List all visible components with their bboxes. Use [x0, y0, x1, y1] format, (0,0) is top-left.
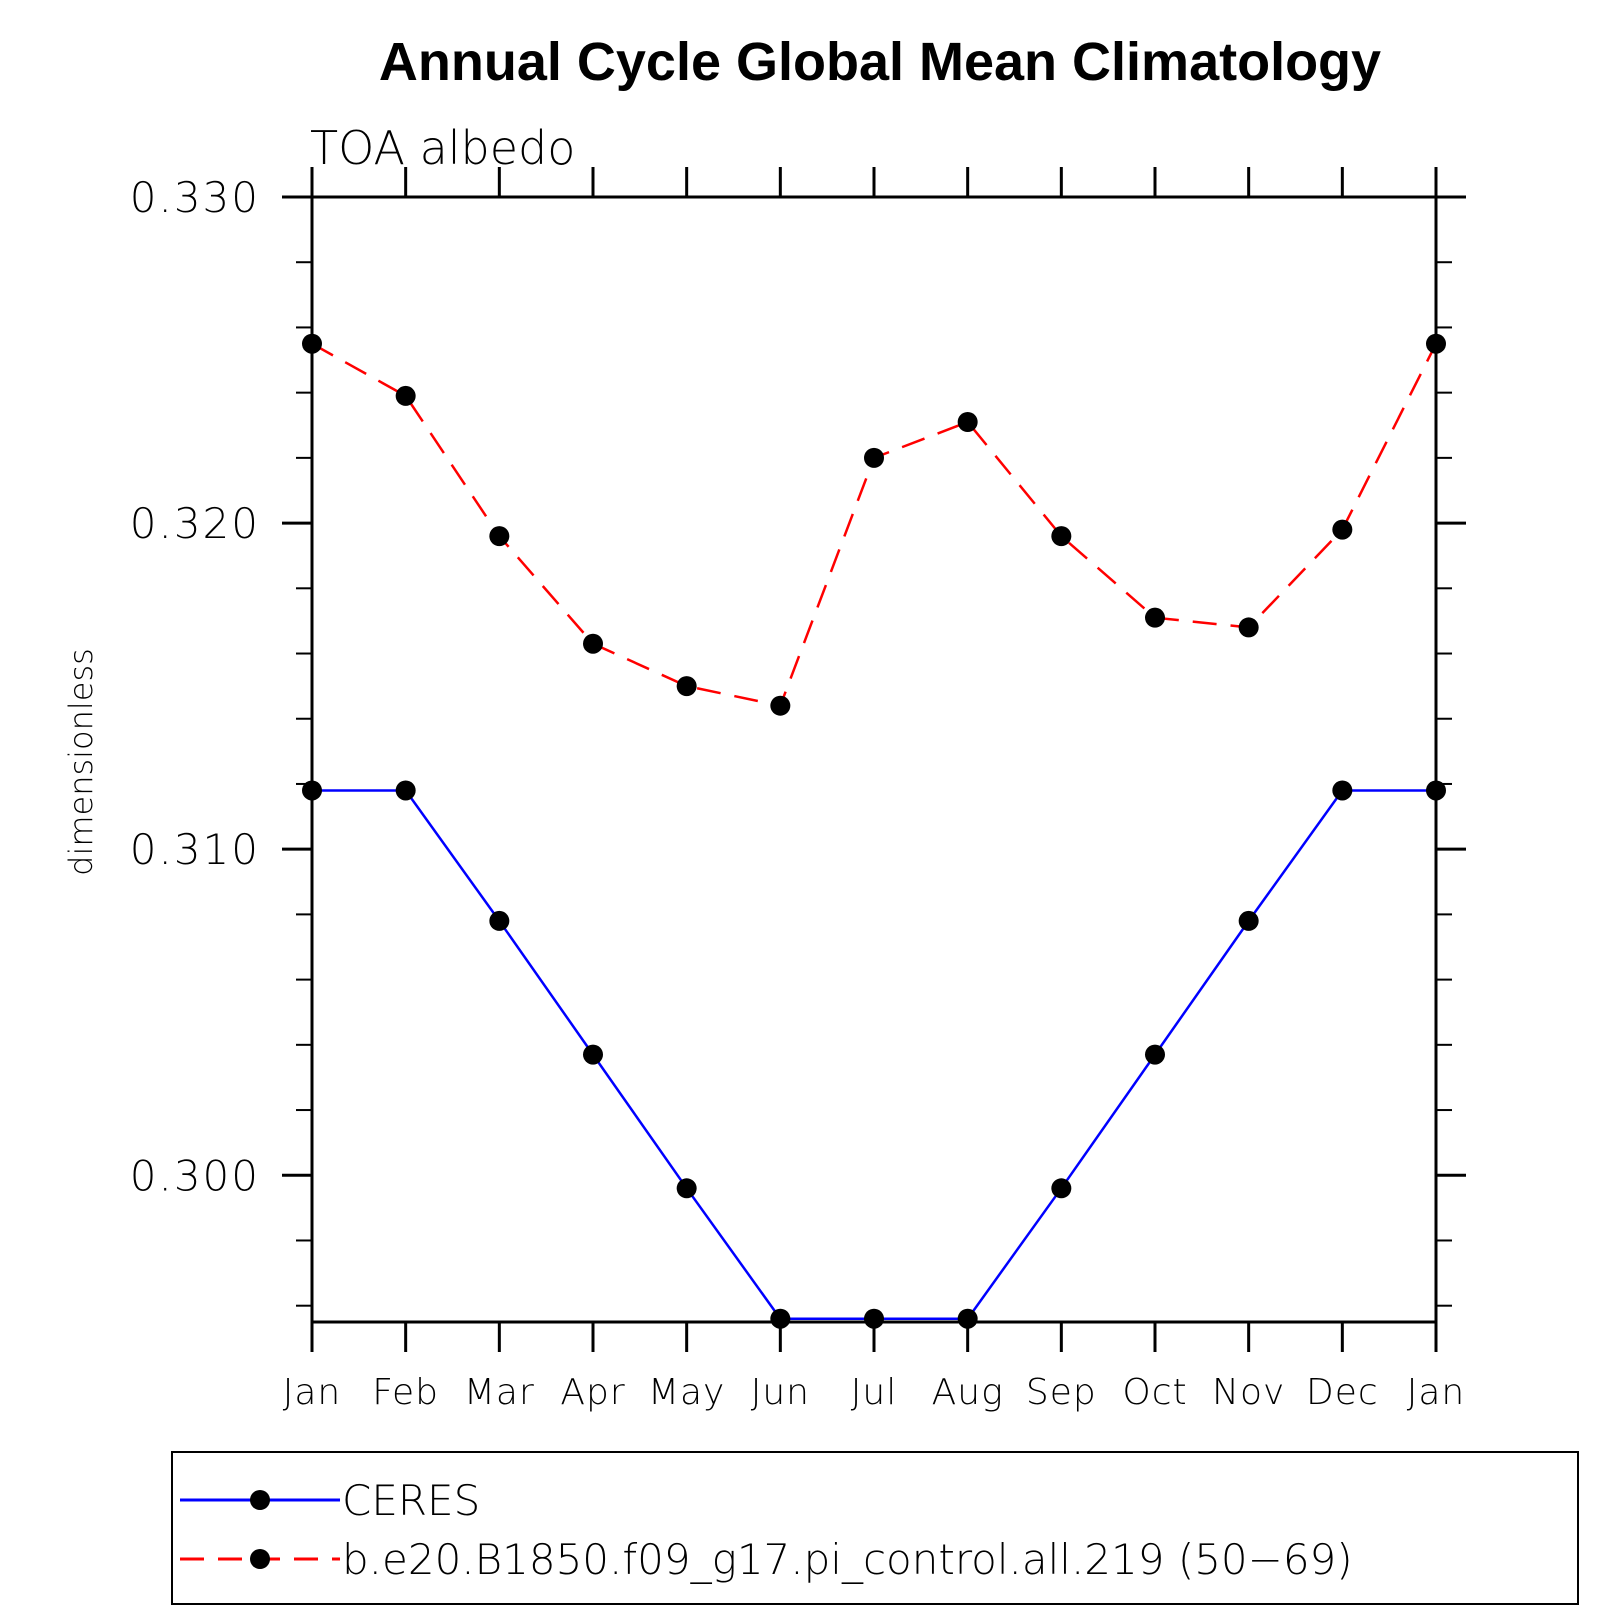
- series-0-point: [1145, 1044, 1165, 1065]
- y-tick-label: 0.320: [130, 499, 260, 548]
- series-0-point: [1332, 780, 1353, 801]
- y-tick-labels: 0.300 0.310 0.320 0.330: [130, 173, 260, 1200]
- x-tick-label: Mar: [464, 1372, 535, 1413]
- series-1-point: [1332, 519, 1353, 540]
- x-tick-label: Feb: [372, 1372, 439, 1413]
- legend-box: [171, 1451, 1579, 1605]
- series-1-point: [957, 412, 978, 432]
- x-tick-label: Dec: [1306, 1372, 1379, 1413]
- chart-title: Annual Cycle Global Mean Climatology: [379, 32, 1381, 92]
- series-1-point: [489, 526, 510, 547]
- series-0-point: [489, 910, 510, 931]
- series-0-point: [1051, 1178, 1072, 1199]
- x-tick-label: Oct: [1122, 1372, 1187, 1413]
- x-tick-label: Apr: [560, 1372, 625, 1413]
- x-tick-label: Nov: [1212, 1372, 1285, 1413]
- y-tick-label: 0.300: [130, 1151, 260, 1200]
- series-1-point: [1145, 607, 1165, 628]
- series-points: [302, 333, 1446, 1329]
- series-line-1: [311, 342, 1438, 708]
- legend-label-model: b.e20.B1850.f09_g17.pi_control.all.219 (…: [342, 1535, 1353, 1584]
- series-0-point: [770, 1308, 791, 1329]
- x-tick-label: Aug: [932, 1372, 1004, 1413]
- legend-marker-ceres: [250, 1490, 270, 1510]
- series-line-0: [312, 789, 1436, 1320]
- series-1-point: [395, 385, 416, 406]
- legend-label-ceres: CERES: [342, 1476, 480, 1525]
- x-tick-label: Jan: [1407, 1372, 1466, 1413]
- series-0-point: [1238, 910, 1259, 931]
- series-0-point: [676, 1178, 697, 1199]
- series-1-point: [770, 695, 791, 716]
- x-tick-label: Jun: [751, 1372, 810, 1413]
- x-tick-label: May: [648, 1372, 725, 1413]
- series-0-point: [957, 1308, 978, 1329]
- x-tick-label: Sep: [1026, 1372, 1097, 1413]
- series-0-point: [583, 1044, 603, 1065]
- series-0-point: [864, 1308, 884, 1329]
- series-1-point: [1238, 617, 1259, 638]
- axis-ticks: [282, 167, 1466, 1352]
- x-tick-labels: Jan Feb Mar Apr May Jun Jul Aug Sep Oct Nov Dec Jan: [283, 1372, 1466, 1413]
- x-tick-label: Jul: [851, 1372, 897, 1413]
- series-lines: [311, 342, 1438, 1320]
- series-1-point: [676, 676, 697, 697]
- series-1-point: [583, 633, 603, 654]
- series-1-point: [1051, 526, 1072, 547]
- y-tick-label: 0.310: [130, 825, 260, 874]
- y-tick-label: 0.330: [130, 173, 260, 222]
- series-0-point: [395, 780, 416, 801]
- series-1-point: [864, 447, 884, 468]
- legend: CERES b.e20.B1850.f09_g17.pi_control.all…: [171, 1451, 1579, 1605]
- chart-subtitle: TOA albedo: [310, 121, 575, 175]
- legend-marker-model: [250, 1549, 270, 1569]
- x-tick-label: Jan: [283, 1372, 342, 1413]
- y-axis-label: dimensionless: [62, 648, 100, 876]
- plot-frame: [310, 195, 1438, 1324]
